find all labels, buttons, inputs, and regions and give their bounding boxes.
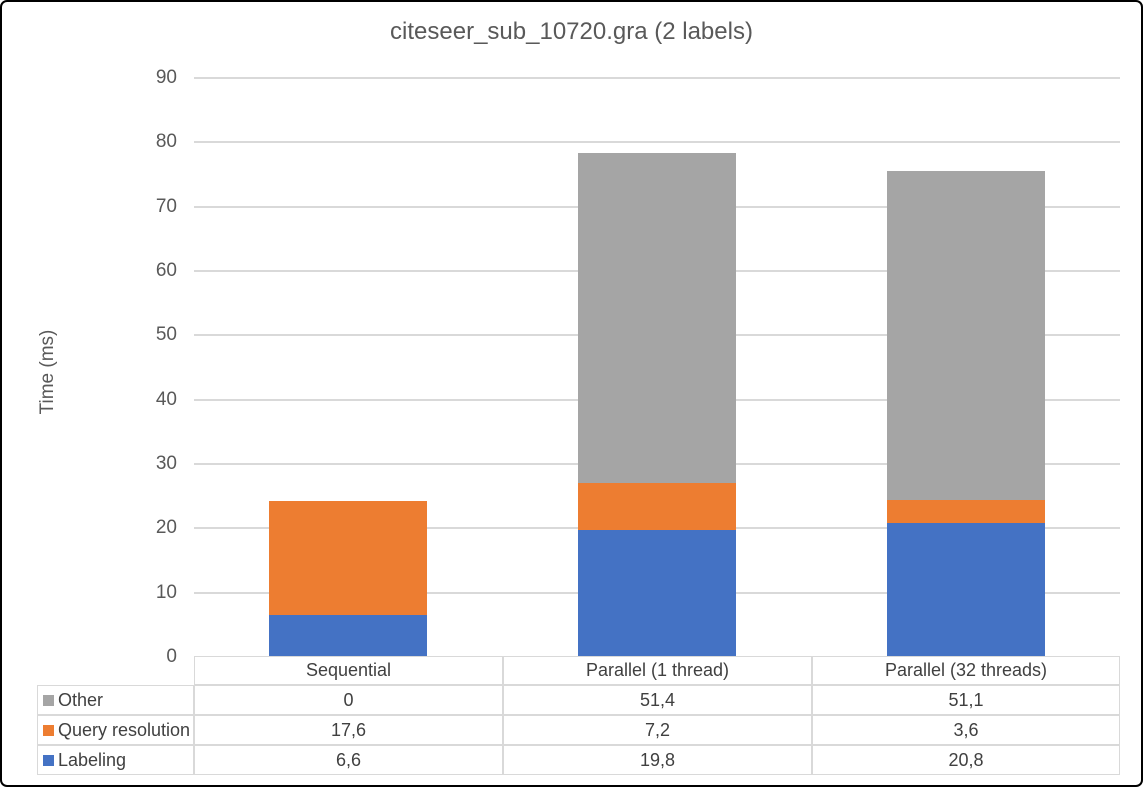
table-header-cell: Parallel (32 threads) [812, 656, 1120, 685]
legend-swatch-query-resolution [43, 724, 54, 736]
bar-sequential [269, 78, 428, 657]
table-header-cell: Parallel (1 thread) [503, 656, 812, 685]
y-tick-label: 0 [166, 646, 177, 667]
y-tick-label: 50 [155, 324, 177, 346]
table-value-cell: 0 [194, 685, 503, 715]
chart-title: citeseer_sub_10720.gra (2 labels) [390, 18, 753, 45]
data-table: Sequential Parallel (1 thread) Parallel (3… [37, 656, 1120, 775]
gridline [194, 77, 1120, 79]
table-value-cell: 51,4 [503, 685, 812, 715]
table-value-cell: 51,1 [812, 685, 1120, 715]
bar-parallel-32-threads- [886, 78, 1045, 657]
y-tick-label: 70 [155, 195, 177, 217]
y-tick-label: 60 [155, 260, 177, 281]
legend-label: Labeling [58, 749, 127, 770]
legend-swatch-labeling [43, 754, 54, 766]
legend-label: Other [58, 689, 104, 710]
table-header-cell: Sequential [194, 656, 503, 685]
bar-segment-query-resolution [578, 483, 736, 530]
plot-area [194, 77, 1120, 657]
table-value-cell: 19,8 [503, 745, 812, 775]
y-tick-label: 30 [155, 453, 177, 474]
table-corner-cell [37, 656, 194, 685]
bar-segment-query-resolution [886, 500, 1045, 524]
table-value-cell: 20,8 [812, 745, 1120, 775]
bar-segment-labeling [269, 614, 428, 657]
bar-segment-labeling [886, 523, 1045, 657]
bar-segment-other [578, 152, 736, 484]
table-legend-cell: Query resolution [37, 715, 194, 745]
y-tick-label: 20 [155, 517, 177, 539]
bar-segment-query-resolution [269, 501, 428, 615]
gridline [194, 141, 1120, 144]
y-axis-tick-labels: 0 10 20 30 40 50 60 70 80 90 [122, 2, 177, 702]
table-value-cell: 7,2 [503, 715, 812, 745]
y-tick-label: 10 [155, 581, 177, 603]
table-value-cell: 6,6 [194, 745, 503, 775]
table-value-cell: 3,6 [812, 715, 1120, 745]
legend-label: Query resolution [58, 719, 191, 740]
legend-swatch-other [43, 694, 54, 706]
table-legend-cell: Other [37, 685, 194, 715]
bar-segment-labeling [578, 529, 736, 657]
table-legend-cell: Labeling [37, 745, 194, 775]
bar-segment-other [886, 171, 1045, 501]
y-tick-label: 90 [155, 67, 177, 88]
y-axis-title: Time (ms) [37, 329, 58, 415]
y-tick-label: 80 [155, 131, 177, 153]
table-value-cell: 17,6 [194, 715, 503, 745]
bar-parallel-1-thread- [578, 78, 736, 657]
y-tick-label: 40 [155, 388, 177, 410]
